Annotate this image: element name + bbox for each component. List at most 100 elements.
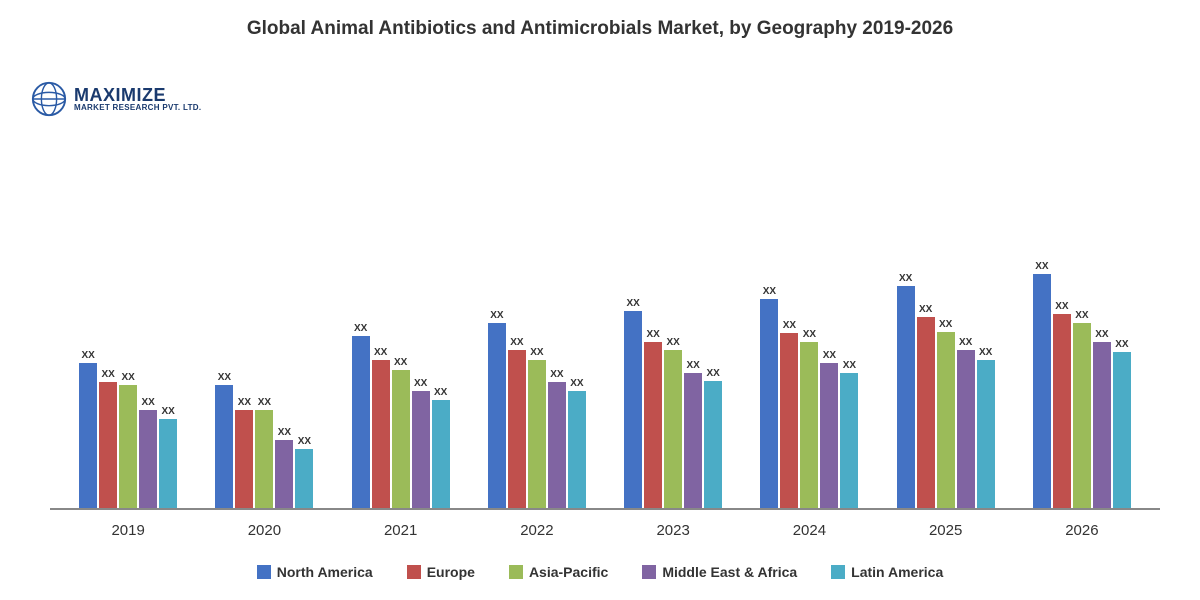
bar-group: XXXXXXXXXX: [333, 323, 469, 508]
bar-rect: [412, 391, 430, 508]
bar-rect: [704, 381, 722, 508]
bar: XX: [235, 397, 253, 508]
bar-rect: [139, 410, 157, 508]
legend-swatch: [831, 565, 845, 579]
bar: XX: [488, 310, 506, 508]
legend-swatch: [509, 565, 523, 579]
xaxis-label: 2026: [1014, 522, 1150, 539]
bar: XX: [1053, 301, 1071, 508]
legend-label: Latin America: [851, 564, 943, 580]
bar: XX: [760, 286, 778, 508]
bar-rect: [528, 360, 546, 508]
legend-label: Europe: [427, 564, 475, 580]
bar-value-label: XX: [238, 397, 251, 408]
bar: XX: [352, 323, 370, 508]
bar: XX: [568, 378, 586, 508]
legend-label: Middle East & Africa: [662, 564, 797, 580]
xaxis-label: 2021: [333, 522, 469, 539]
bar-value-label: XX: [81, 350, 94, 361]
bar-group: XXXXXXXXXX: [878, 273, 1014, 508]
chart-plot-area: XXXXXXXXXXXXXXXXXXXXXXXXXXXXXXXXXXXXXXXX…: [50, 100, 1160, 510]
bar-rect: [99, 382, 117, 508]
bar-rect: [1073, 323, 1091, 508]
bar-value-label: XX: [218, 372, 231, 383]
bar: XX: [159, 406, 177, 508]
bar-value-label: XX: [1035, 261, 1048, 272]
bar: XX: [664, 337, 682, 508]
bar-value-label: XX: [823, 350, 836, 361]
legend-label: North America: [277, 564, 373, 580]
bar: XX: [780, 320, 798, 508]
bar-value-label: XX: [550, 369, 563, 380]
bar-value-label: XX: [1075, 310, 1088, 321]
bar-rect: [624, 311, 642, 508]
bar-rect: [760, 299, 778, 508]
bar: XX: [957, 337, 975, 508]
bar-rect: [215, 385, 233, 508]
bar-value-label: XX: [414, 378, 427, 389]
bar: XX: [139, 397, 157, 508]
bar-rect: [780, 333, 798, 508]
bar: XX: [255, 397, 273, 508]
bar-value-label: XX: [979, 347, 992, 358]
bar: XX: [684, 360, 702, 508]
bar-value-label: XX: [783, 320, 796, 331]
bar-group: XXXXXXXXXX: [196, 372, 332, 508]
bar: XX: [432, 387, 450, 508]
bar-value-label: XX: [1055, 301, 1068, 312]
legend-swatch: [257, 565, 271, 579]
bar: XX: [840, 360, 858, 508]
chart-title: Global Animal Antibiotics and Antimicrob…: [0, 0, 1200, 48]
bar: XX: [295, 436, 313, 508]
bar: XX: [99, 369, 117, 508]
bar-rect: [488, 323, 506, 508]
xaxis-label: 2022: [469, 522, 605, 539]
bar: XX: [548, 369, 566, 508]
bar-value-label: XX: [354, 323, 367, 334]
bar: XX: [644, 329, 662, 508]
bar: XX: [372, 347, 390, 508]
bar-rect: [1093, 342, 1111, 508]
bar-rect: [664, 350, 682, 508]
bar-rect: [568, 391, 586, 508]
bar-rect: [1053, 314, 1071, 508]
bar-value-label: XX: [1095, 329, 1108, 340]
bar: XX: [1113, 339, 1131, 508]
xaxis-label: 2019: [60, 522, 196, 539]
legend-item: Middle East & Africa: [642, 564, 797, 580]
bar-rect: [235, 410, 253, 508]
bar-rect: [79, 363, 97, 508]
bar-rect: [684, 373, 702, 508]
bar: XX: [412, 378, 430, 508]
bar: XX: [1033, 261, 1051, 508]
bar-value-label: XX: [570, 378, 583, 389]
bar-value-label: XX: [803, 329, 816, 340]
legend-swatch: [407, 565, 421, 579]
bar: XX: [897, 273, 915, 508]
bar-value-label: XX: [899, 273, 912, 284]
bar-value-label: XX: [121, 372, 134, 383]
bar-value-label: XX: [686, 360, 699, 371]
bar-rect: [159, 419, 177, 508]
bar-group: XXXXXXXXXX: [469, 310, 605, 508]
bar-rect: [372, 360, 390, 508]
bar: XX: [977, 347, 995, 508]
bar-rect: [800, 342, 818, 508]
bar-value-label: XX: [939, 319, 952, 330]
xaxis-label: 2025: [878, 522, 1014, 539]
bar-value-label: XX: [258, 397, 271, 408]
bar-rect: [119, 385, 137, 508]
bar: XX: [800, 329, 818, 508]
bar-rect: [392, 370, 410, 508]
bar-value-label: XX: [101, 369, 114, 380]
bar-rect: [255, 410, 273, 508]
bar-value-label: XX: [298, 436, 311, 447]
bar-rect: [820, 363, 838, 508]
bar-group: XXXXXXXXXX: [60, 350, 196, 508]
legend-swatch: [642, 565, 656, 579]
bar-value-label: XX: [434, 387, 447, 398]
bar-group: XXXXXXXXXX: [605, 298, 741, 508]
bar: XX: [119, 372, 137, 508]
bar-rect: [917, 317, 935, 508]
bar: XX: [508, 337, 526, 508]
